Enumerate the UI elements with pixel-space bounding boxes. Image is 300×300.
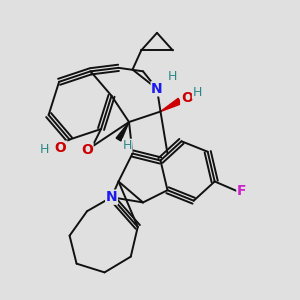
Text: F: F <box>237 184 246 198</box>
Text: H: H <box>168 70 177 83</box>
Text: H: H <box>123 139 132 152</box>
Polygon shape <box>160 98 181 112</box>
Text: O: O <box>50 141 67 155</box>
Text: H: H <box>40 143 49 156</box>
Polygon shape <box>116 122 129 141</box>
Text: O: O <box>181 91 193 105</box>
Text: H: H <box>193 86 202 99</box>
Text: O: O <box>81 143 93 157</box>
Text: N: N <box>106 190 117 204</box>
Text: N: N <box>151 82 163 96</box>
